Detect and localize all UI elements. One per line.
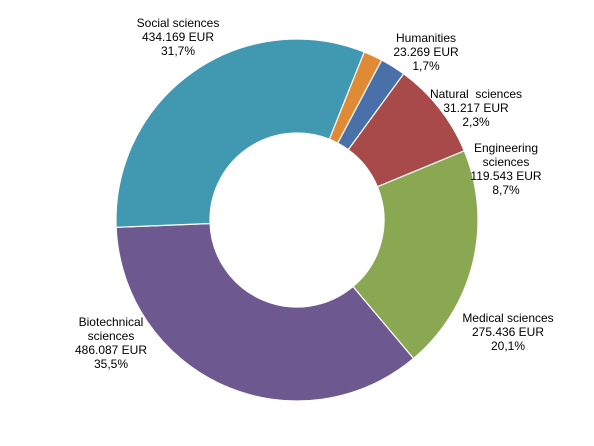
label-biotechnical-sciences-value-text: 486.087 EUR — [75, 343, 147, 357]
label-social-sciences: Social sciences 434.169 EUR 31,7% — [137, 16, 220, 58]
label-engineering-sciences-name-line: Engineering — [474, 141, 538, 155]
label-biotechnical-sciences-percent-text: 35,5% — [94, 357, 128, 371]
label-engineering-sciences: Engineering sciences 119.543 EUR 8,7% — [470, 141, 541, 197]
label-medical-sciences-value-text: 275.436 EUR — [472, 325, 544, 339]
slice-biotechnical-sciences — [115, 222, 415, 402]
label-natural-sciences-value-text: 31.217 EUR — [443, 101, 509, 115]
label-social-sciences-value-text: 434.169 EUR — [142, 30, 214, 44]
donut-slices — [115, 38, 479, 402]
label-social-sciences-percent-text: 31,7% — [161, 44, 195, 58]
label-medical-sciences-name-line: Medical sciences — [462, 311, 553, 325]
label-social-sciences-name-line: Social sciences — [137, 16, 220, 30]
label-engineering-sciences-name-line: sciences — [483, 155, 530, 169]
label-natural-sciences-name-line: Natural sciences — [430, 87, 522, 101]
label-medical-sciences-percent-text: 20,1% — [491, 339, 525, 353]
label-biotechnical-sciences-name-line: Biotechnical — [79, 315, 144, 329]
label-biotechnical-sciences: Biotechnical sciences 486.087 EUR 35,5% — [75, 315, 147, 371]
label-medical-sciences: Medical sciences 275.436 EUR 20,1% — [462, 311, 553, 353]
label-humanities-percent-text: 1,7% — [412, 59, 440, 73]
slice-social-sciences — [115, 38, 365, 228]
label-engineering-sciences-percent-text: 8,7% — [492, 183, 520, 197]
label-humanities: Humanities 23.269 EUR 1,7% — [393, 31, 459, 73]
label-biotechnical-sciences-name-line: sciences — [88, 329, 135, 343]
slice-labels: Humanities 23.269 EUR 1,7% Natural sciences… — [75, 16, 554, 371]
label-humanities-name-line: Humanities — [396, 31, 456, 45]
label-engineering-sciences-value-text: 119.543 EUR — [470, 169, 541, 183]
slice-medical-sciences — [352, 150, 479, 360]
label-humanities-value-text: 23.269 EUR — [393, 45, 459, 59]
label-natural-sciences: Natural sciences 31.217 EUR 2,3% — [430, 87, 522, 129]
label-natural-sciences-percent-text: 2,3% — [462, 115, 490, 129]
